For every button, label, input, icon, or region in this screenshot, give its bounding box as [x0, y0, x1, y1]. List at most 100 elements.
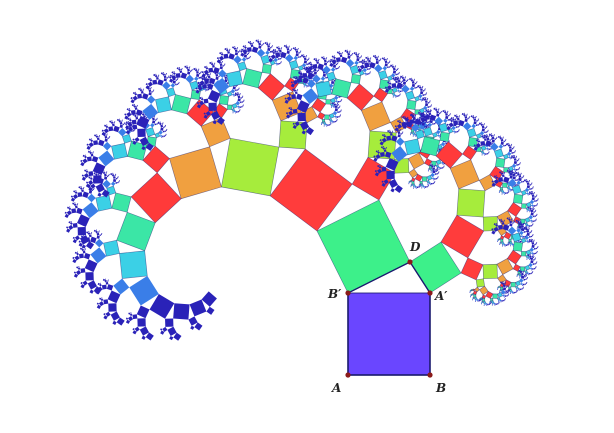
fractal-square	[526, 272, 529, 275]
fractal-square	[118, 127, 127, 137]
fractal-square	[313, 73, 315, 75]
fractal-square	[358, 52, 360, 54]
fractal-square	[310, 71, 312, 73]
fractal-square	[524, 264, 531, 271]
fractal-square	[497, 241, 499, 243]
fractal-square	[499, 299, 502, 302]
fractal-square	[507, 191, 510, 193]
fractal-square	[82, 187, 85, 190]
fractal-square	[432, 123, 434, 125]
fractal-square	[216, 116, 225, 125]
fractal-square	[379, 139, 382, 142]
fractal-square	[474, 300, 476, 302]
fractal-square	[160, 124, 164, 128]
fractal-square	[533, 259, 535, 261]
fractal-square	[497, 291, 503, 298]
fractal-square	[509, 291, 512, 294]
fractal-square	[419, 185, 421, 187]
fractal-square	[191, 69, 193, 72]
fractal-square	[397, 79, 401, 83]
fractal-square	[354, 60, 359, 66]
fractal-square	[330, 88, 333, 91]
fractal-square	[481, 298, 486, 302]
fractal-square	[458, 119, 465, 127]
fractal-square	[90, 183, 96, 189]
fractal-square	[162, 81, 171, 90]
fractal-square	[483, 134, 486, 137]
fractal-square	[95, 135, 99, 139]
fractal-square	[401, 121, 407, 127]
fractal-square	[178, 67, 180, 69]
fractal-square	[101, 189, 110, 198]
fractal-square	[334, 115, 337, 118]
fractal-square	[356, 57, 360, 62]
fractal-square	[185, 74, 195, 84]
fractal-square	[86, 156, 92, 162]
fractal-square	[443, 118, 448, 124]
fractal-square	[288, 110, 294, 116]
fractal-square	[505, 139, 507, 141]
fractal-square	[337, 111, 339, 113]
fractal-square	[414, 95, 421, 102]
fractal-square	[296, 93, 303, 101]
fractal-square	[107, 137, 109, 140]
fractal-square	[136, 105, 138, 108]
fractal-square	[532, 256, 535, 259]
fractal-square	[427, 169, 430, 171]
fractal-square	[278, 46, 280, 48]
fractal-square	[520, 282, 523, 286]
fractal-square	[469, 116, 471, 118]
fractal-square	[155, 96, 172, 114]
fractal-square	[309, 63, 313, 66]
fractal-square	[448, 140, 450, 142]
fractal-square	[218, 94, 230, 106]
fractal-square	[526, 224, 530, 227]
fractal-square	[88, 187, 93, 192]
fractal-square	[333, 55, 335, 57]
fractal-square	[102, 171, 106, 175]
fractal-square	[265, 50, 270, 55]
fractal-square	[82, 202, 99, 219]
fractal-square	[427, 121, 430, 123]
fractal-square	[433, 122, 436, 125]
fractal-square	[133, 104, 137, 108]
fractal-square	[386, 85, 393, 91]
fractal-square	[490, 148, 492, 150]
fractal-square	[83, 235, 85, 237]
fractal-square	[105, 172, 107, 174]
fractal-square	[329, 62, 334, 67]
fractal-square	[530, 257, 534, 261]
fractal-square	[430, 104, 432, 106]
fractal-square	[125, 317, 129, 320]
fractal-square	[169, 76, 172, 79]
fractal-square	[520, 272, 524, 276]
fractal-square	[481, 297, 483, 299]
fractal-square	[488, 135, 490, 137]
fractal-square	[398, 71, 400, 73]
fractal-square	[118, 119, 122, 123]
fractal-square	[73, 190, 76, 193]
fractal-square	[203, 112, 206, 115]
fractal-square	[483, 303, 485, 306]
fractal-square	[165, 129, 168, 132]
fractal-square	[395, 73, 397, 76]
fractal-square	[429, 119, 433, 124]
fractal-square	[473, 146, 478, 151]
fractal-square	[164, 130, 166, 133]
fractal-square	[303, 72, 305, 74]
fractal-square	[234, 49, 238, 53]
fractal-square	[80, 268, 86, 274]
fractal-square	[96, 134, 98, 136]
fractal-square	[507, 190, 509, 192]
fractal-square	[486, 134, 489, 136]
fractal-square	[398, 92, 400, 93]
fractal-square	[489, 302, 492, 305]
fractal-square	[522, 223, 524, 226]
fractal-square	[499, 286, 504, 290]
fractal-square	[473, 144, 476, 147]
fractal-square	[92, 152, 94, 154]
fractal-square	[312, 70, 315, 72]
fractal-square	[323, 124, 325, 126]
fractal-square	[136, 115, 139, 117]
